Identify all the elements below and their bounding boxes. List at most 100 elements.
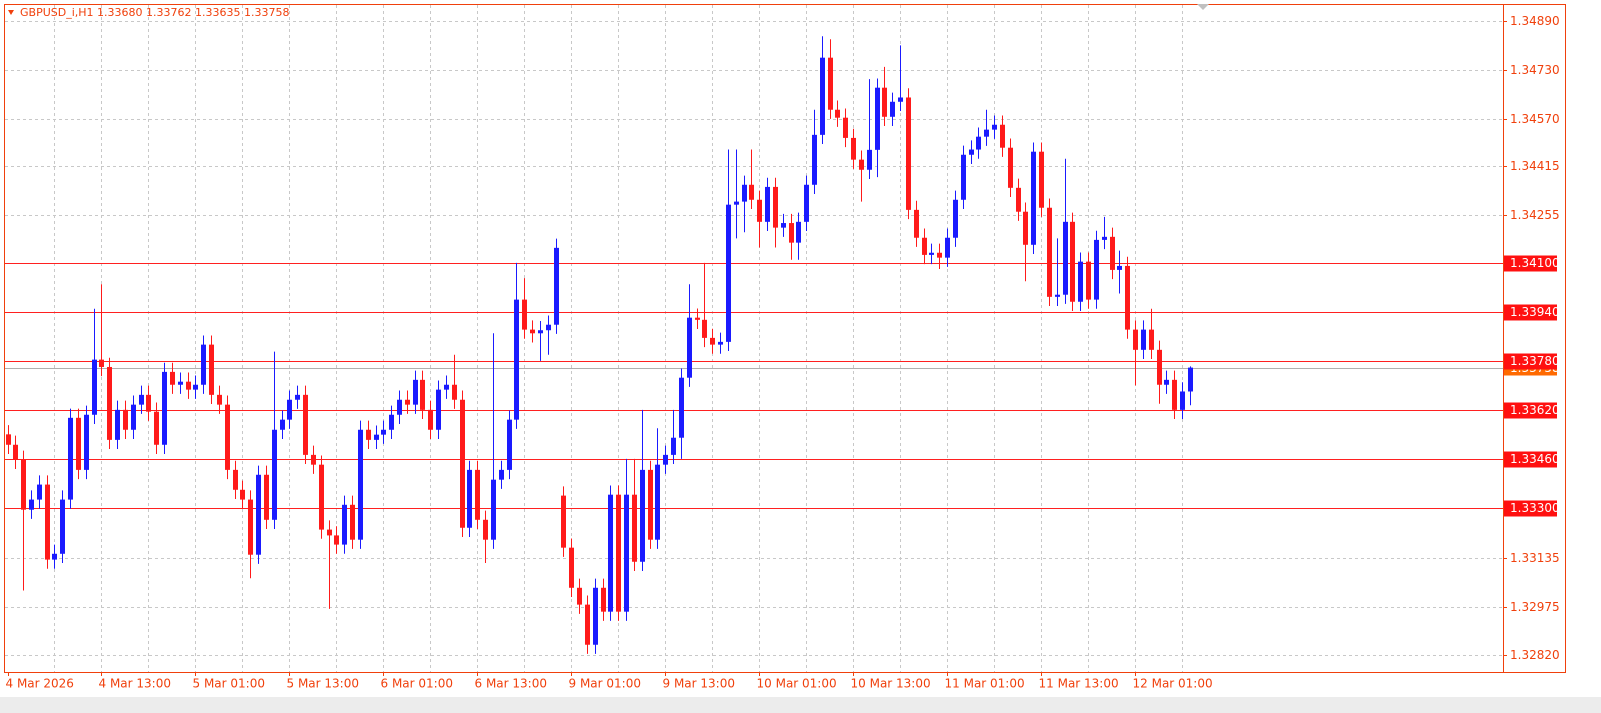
candle-body	[287, 399, 292, 420]
candle-body	[303, 394, 308, 455]
candle-body	[311, 454, 316, 465]
candle-body	[757, 199, 762, 222]
candle-body	[350, 504, 355, 540]
candle-body	[139, 394, 144, 405]
candle-body	[655, 464, 660, 540]
candle-body	[1023, 211, 1028, 245]
x-tick-label: 10 Mar 01:00	[757, 677, 837, 691]
candle-body	[984, 129, 989, 137]
level-label: 1.34100	[1510, 256, 1560, 270]
menu-triangle	[8, 10, 14, 15]
candle-body	[225, 404, 230, 470]
x-tick-label: 5 Mar 13:00	[287, 677, 360, 691]
candle-body	[1117, 265, 1122, 270]
candle-body	[420, 379, 425, 410]
candle-body	[561, 495, 566, 548]
candle-body	[1063, 221, 1068, 295]
candle-body	[890, 101, 895, 117]
candle-body	[702, 319, 707, 338]
x-tick-label: 11 Mar 01:00	[945, 677, 1025, 691]
y-tick-label: 1.32975	[1510, 600, 1560, 614]
candle-body	[632, 494, 637, 562]
candle-body	[734, 201, 739, 205]
candle-body	[554, 247, 559, 325]
candle-body	[154, 411, 159, 445]
candle-body	[726, 204, 731, 342]
candle-body	[178, 381, 183, 385]
candle-body	[828, 57, 833, 110]
y-tick-label: 1.34415	[1510, 159, 1560, 173]
candle-body	[131, 404, 136, 430]
candle-body	[1000, 124, 1005, 148]
candle-body	[381, 429, 386, 435]
x-tick-label: 5 Mar 01:00	[193, 677, 266, 691]
candle-body	[749, 184, 754, 200]
candle-body	[256, 474, 261, 555]
candle-body	[608, 494, 613, 612]
candle-body	[1188, 367, 1193, 392]
y-tick-label: 1.34570	[1510, 112, 1560, 126]
level-label: 1.33780	[1510, 354, 1560, 368]
level-box	[1504, 353, 1557, 370]
candle-body	[663, 454, 668, 465]
candle-body	[358, 429, 363, 540]
candle-body	[366, 429, 371, 440]
candle-body	[45, 484, 50, 560]
level-label: 1.33940	[1510, 305, 1560, 319]
candle-body	[272, 429, 277, 520]
candle-body	[992, 124, 997, 130]
candle-body	[789, 223, 794, 243]
candle-body	[765, 186, 770, 222]
candle-body	[428, 409, 433, 430]
candle-body	[37, 484, 42, 500]
candle-body	[648, 469, 653, 540]
candle-body	[695, 317, 700, 320]
candle-body	[718, 341, 723, 345]
candle-body	[334, 535, 339, 545]
x-tick-label: 4 Mar 2026	[6, 677, 74, 691]
candle-body	[812, 134, 817, 185]
candle-body	[781, 223, 786, 228]
candle-body	[1078, 261, 1083, 302]
candle-body	[1070, 221, 1075, 302]
candle-body	[68, 417, 73, 500]
candle-body	[389, 414, 394, 430]
candle-body	[52, 553, 57, 560]
x-tick-label: 12 Mar 01:00	[1133, 677, 1213, 691]
candle-body	[882, 87, 887, 117]
candle-body	[640, 469, 645, 562]
level-box	[1504, 451, 1557, 468]
candle-body	[1125, 265, 1130, 330]
candle-body	[1039, 151, 1044, 208]
candle-body	[6, 434, 11, 445]
candle-body	[804, 184, 809, 222]
chart-frame	[4, 4, 1566, 673]
candle-body	[961, 154, 966, 200]
candle-body	[162, 371, 167, 445]
candle-body	[546, 324, 551, 331]
candle-body	[922, 237, 927, 255]
candle-body	[76, 417, 81, 470]
level-label: 1.33300	[1510, 501, 1560, 515]
y-tick-label: 1.34730	[1510, 63, 1560, 77]
level-box	[1504, 255, 1557, 272]
levels	[5, 263, 1503, 509]
candle-body	[295, 394, 300, 400]
candle-body	[530, 329, 535, 334]
candle-body	[937, 252, 942, 258]
candle-body	[1133, 329, 1138, 350]
y-tick-label: 1.34255	[1510, 208, 1560, 222]
candle-body	[710, 337, 715, 345]
level-box	[1504, 500, 1557, 517]
candle-body	[397, 399, 402, 415]
candle-body	[405, 399, 410, 405]
candle-body	[84, 414, 89, 470]
candle-body	[21, 459, 26, 510]
candle-body	[953, 199, 958, 238]
candle-body	[835, 109, 840, 118]
candle-body	[969, 149, 974, 155]
candle-body	[342, 504, 347, 545]
level-box	[1504, 402, 1557, 419]
